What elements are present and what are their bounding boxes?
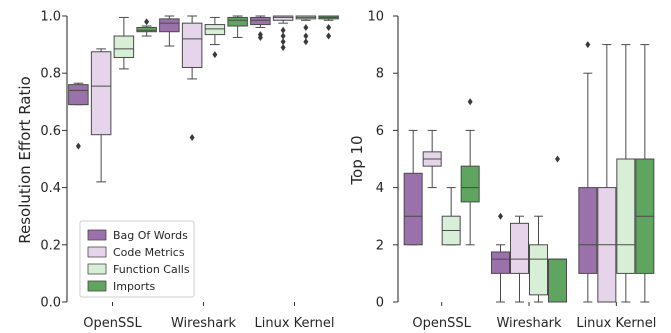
box [578, 187, 598, 274]
x-tick-label: OpenSSL [412, 316, 471, 331]
y-tick-label: 0.0 [40, 296, 61, 311]
outlier-point [144, 18, 150, 26]
box [403, 172, 423, 246]
y-tick-label: 10 [367, 10, 384, 25]
outlier-point [303, 32, 309, 40]
outlier-point [326, 23, 332, 31]
box [548, 258, 567, 303]
outlier-point [498, 212, 503, 220]
outlier-point [555, 155, 560, 163]
legend-frame [79, 220, 195, 298]
x-tick-label: OpenSSL [83, 316, 142, 331]
legend-swatch [87, 263, 107, 275]
x-tick-label: Wireshark [496, 316, 562, 331]
y-tick-label: 0.8 [40, 67, 61, 82]
legend-swatch [87, 246, 107, 258]
panel-effort-ratio: Resolution Effort Ratio 0.0 0.2 0.4 0.6 0.8 1… [16, 10, 339, 331]
box [68, 84, 89, 106]
box [136, 26, 157, 33]
outlier-point [212, 51, 218, 59]
y-tick-label: 0.6 [40, 124, 61, 139]
outlier-point [303, 23, 309, 31]
x-tick-label: Wireshark [171, 316, 237, 331]
box [510, 222, 529, 274]
box [204, 24, 226, 36]
y-tick-label: 1.0 [40, 10, 61, 25]
outlier-point [303, 38, 309, 46]
box [272, 15, 294, 21]
y-tick-label: 8 [376, 67, 384, 82]
x-tick-label: Linux Kernel [576, 316, 656, 331]
outlier-point [189, 134, 195, 142]
box [529, 244, 548, 296]
y-tick-label: 6 [376, 124, 384, 139]
y-tick-label: 0.2 [40, 238, 61, 253]
legend-label: Bag Of Words [113, 229, 188, 242]
x-tick-label: Linux Kernel [255, 316, 335, 331]
y-axis-title: Top 10 [348, 135, 366, 185]
outlier-point [585, 41, 591, 49]
legend-label: Function Calls [113, 263, 190, 276]
outlier-point [75, 142, 81, 150]
legend-swatch [87, 280, 107, 292]
y-axis-title: Resolution Effort Ratio [16, 76, 34, 243]
y-tick-label: 0.4 [40, 181, 61, 196]
y-tick-label: 2 [376, 238, 384, 253]
outlier-point [467, 98, 473, 106]
legend-label: Imports [113, 280, 156, 293]
outlier-point [280, 43, 286, 51]
box [181, 22, 203, 68]
outlier-point [257, 33, 263, 41]
y-tick-label: 4 [376, 181, 384, 196]
box [460, 165, 480, 203]
legend-label: Code Metrics [113, 246, 185, 259]
box [159, 18, 180, 33]
box [491, 251, 510, 274]
box [616, 158, 636, 274]
legend-swatch [87, 229, 107, 241]
outlier-point [280, 32, 286, 40]
panel-top10: Top 10 0 2 4 6 8 10 OpenSSL Wireshark Linux Kern… [348, 10, 656, 332]
outlier-point [280, 38, 286, 46]
box [250, 16, 271, 26]
outlier-point [280, 26, 286, 34]
y-tick-label: 0 [376, 296, 384, 311]
box [90, 51, 112, 136]
legend: Bag Of Words Code Metrics Function Calls Im… [79, 220, 195, 298]
outlier-point [326, 32, 332, 40]
box [227, 16, 248, 27]
box [113, 35, 135, 58]
